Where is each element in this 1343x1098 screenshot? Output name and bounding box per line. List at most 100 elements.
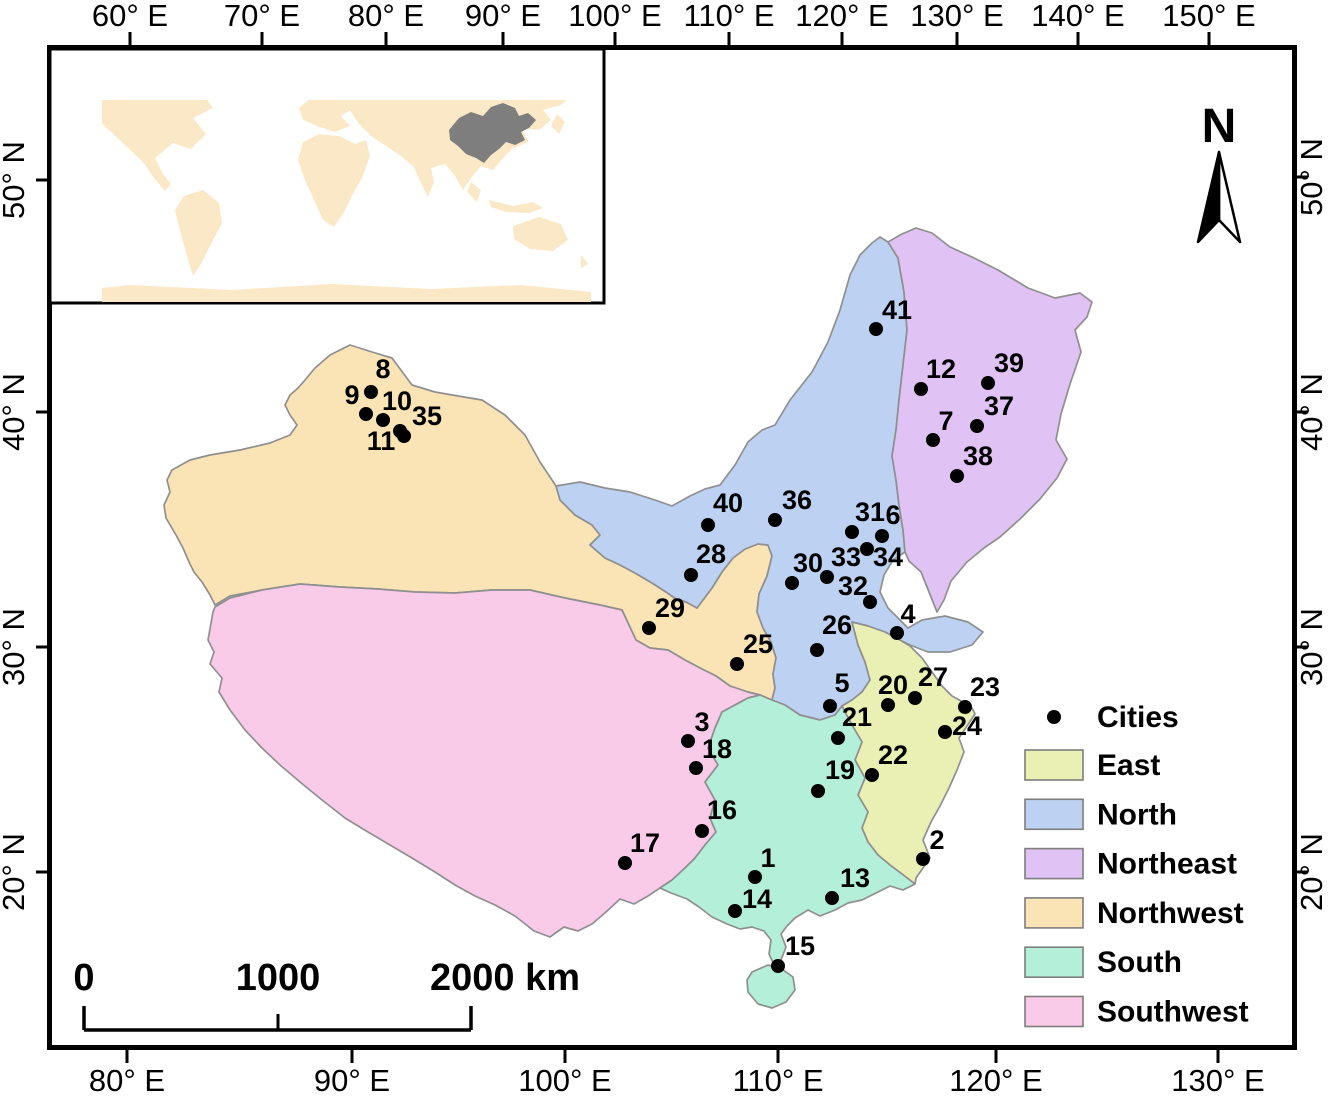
scale-bar-label: 2000 km [430, 957, 580, 999]
city-label-18: 18 [702, 734, 732, 764]
top-axis-label: 90° E [465, 0, 541, 33]
city-label-23: 23 [970, 672, 1000, 702]
scale-bar-label: 1000 [236, 957, 321, 999]
city-dot-18 [689, 761, 703, 775]
city-dot-20 [881, 698, 895, 712]
city-dot-19 [811, 784, 825, 798]
inset-continent [489, 200, 543, 213]
city-dot-31 [845, 525, 859, 539]
city-dot-14 [728, 904, 742, 918]
city-dot-30 [785, 576, 799, 590]
bottom-axis-label: 90° E [314, 1063, 390, 1098]
city-dot-24 [938, 725, 952, 739]
inset-continent [581, 255, 588, 268]
city-dot-12 [914, 382, 928, 396]
city-dot-23 [958, 700, 972, 714]
legend-label-east: East [1097, 749, 1160, 782]
city-dot-5 [823, 699, 837, 713]
city-dot-10 [376, 413, 390, 427]
inset-continent [102, 284, 591, 302]
city-label-21: 21 [842, 702, 872, 732]
north-arrow-label: N [1202, 100, 1237, 153]
city-dot-2 [916, 852, 930, 866]
city-label-29: 29 [655, 593, 685, 623]
left-axis-label: 20° N [0, 833, 31, 911]
city-dot-6 [875, 529, 889, 543]
city-dot-21 [831, 731, 845, 745]
top-axis-label: 140° E [1031, 0, 1124, 33]
inset-continent [175, 190, 222, 276]
city-dot-13 [825, 891, 839, 905]
city-label-24: 24 [952, 711, 982, 741]
city-dot-37 [970, 419, 984, 433]
city-label-12: 12 [926, 354, 956, 384]
legend-swatch-northeast [1024, 847, 1084, 880]
bottom-axis-label: 80° E [89, 1063, 165, 1098]
top-axis-label: 110° E [683, 0, 774, 33]
city-dot-27 [908, 691, 922, 705]
city-label-35: 35 [412, 401, 442, 431]
city-label-20: 20 [878, 670, 908, 700]
legend-swatch-south [1024, 946, 1084, 979]
city-dot-40 [701, 518, 715, 532]
city-label-37: 37 [984, 391, 1014, 421]
city-dot-8 [364, 385, 378, 399]
legend-label-north: North [1097, 798, 1177, 831]
city-label-4: 4 [900, 599, 915, 629]
city-label-26: 26 [822, 610, 852, 640]
city-label-36: 36 [782, 485, 812, 515]
city-label-40: 40 [713, 488, 743, 518]
left-axis-label: 40° N [0, 373, 31, 451]
city-label-8: 8 [375, 354, 390, 384]
inset-continent [467, 182, 481, 202]
top-axis-label: 130° E [910, 0, 1003, 33]
scale-bar-label: 0 [73, 957, 94, 999]
city-dot-15 [771, 959, 785, 973]
bottom-axis-label: 100° E [518, 1063, 611, 1098]
city-label-6: 6 [885, 500, 900, 530]
bottom-axis-label: 130° E [1171, 1063, 1264, 1098]
legend-label-northeast: Northeast [1097, 848, 1237, 881]
city-dot-32 [863, 595, 877, 609]
legend-cities-label: Cities [1097, 701, 1179, 734]
city-dot-29 [642, 621, 656, 635]
city-label-22: 22 [878, 740, 908, 770]
city-label-14: 14 [742, 884, 772, 914]
right-axis-label: 20° N [1294, 833, 1329, 911]
inset-china-highlight [449, 103, 536, 163]
legend-label-northwest: Northwest [1097, 897, 1244, 930]
city-label-34: 34 [873, 542, 903, 572]
legend-label-south: South [1097, 946, 1182, 979]
city-label-3: 3 [694, 707, 709, 737]
city-label-1: 1 [760, 843, 775, 873]
city-label-5: 5 [834, 668, 849, 698]
city-label-30: 30 [793, 548, 823, 578]
city-dot-41 [869, 322, 883, 336]
city-label-19: 19 [825, 755, 855, 785]
legend-swatch-southwest [1024, 995, 1084, 1028]
city-label-33: 33 [831, 542, 861, 572]
legend-swatch-east [1024, 749, 1084, 781]
city-dot-9 [359, 407, 373, 421]
city-dot-1 [748, 870, 762, 884]
city-dot-33 [820, 570, 834, 584]
left-axis-label: 30° N [0, 608, 31, 686]
legend-swatch-northwest [1024, 897, 1084, 929]
city-label-13: 13 [840, 863, 870, 893]
city-dot-7 [926, 433, 940, 447]
city-dot-26 [810, 643, 824, 657]
city-label-28: 28 [696, 539, 726, 569]
inset-continent [102, 100, 213, 191]
region-south [659, 694, 916, 968]
city-label-11: 11 [367, 426, 396, 456]
city-dot-38 [950, 469, 964, 483]
city-label-17: 17 [630, 828, 660, 858]
inset-continent [299, 100, 354, 132]
right-axis-label: 30° N [1294, 608, 1329, 686]
city-label-41: 41 [882, 295, 912, 325]
inset-continent [298, 134, 370, 227]
city-dot-17 [618, 856, 632, 870]
city-dot-34 [860, 542, 874, 556]
city-label-39: 39 [994, 348, 1024, 378]
